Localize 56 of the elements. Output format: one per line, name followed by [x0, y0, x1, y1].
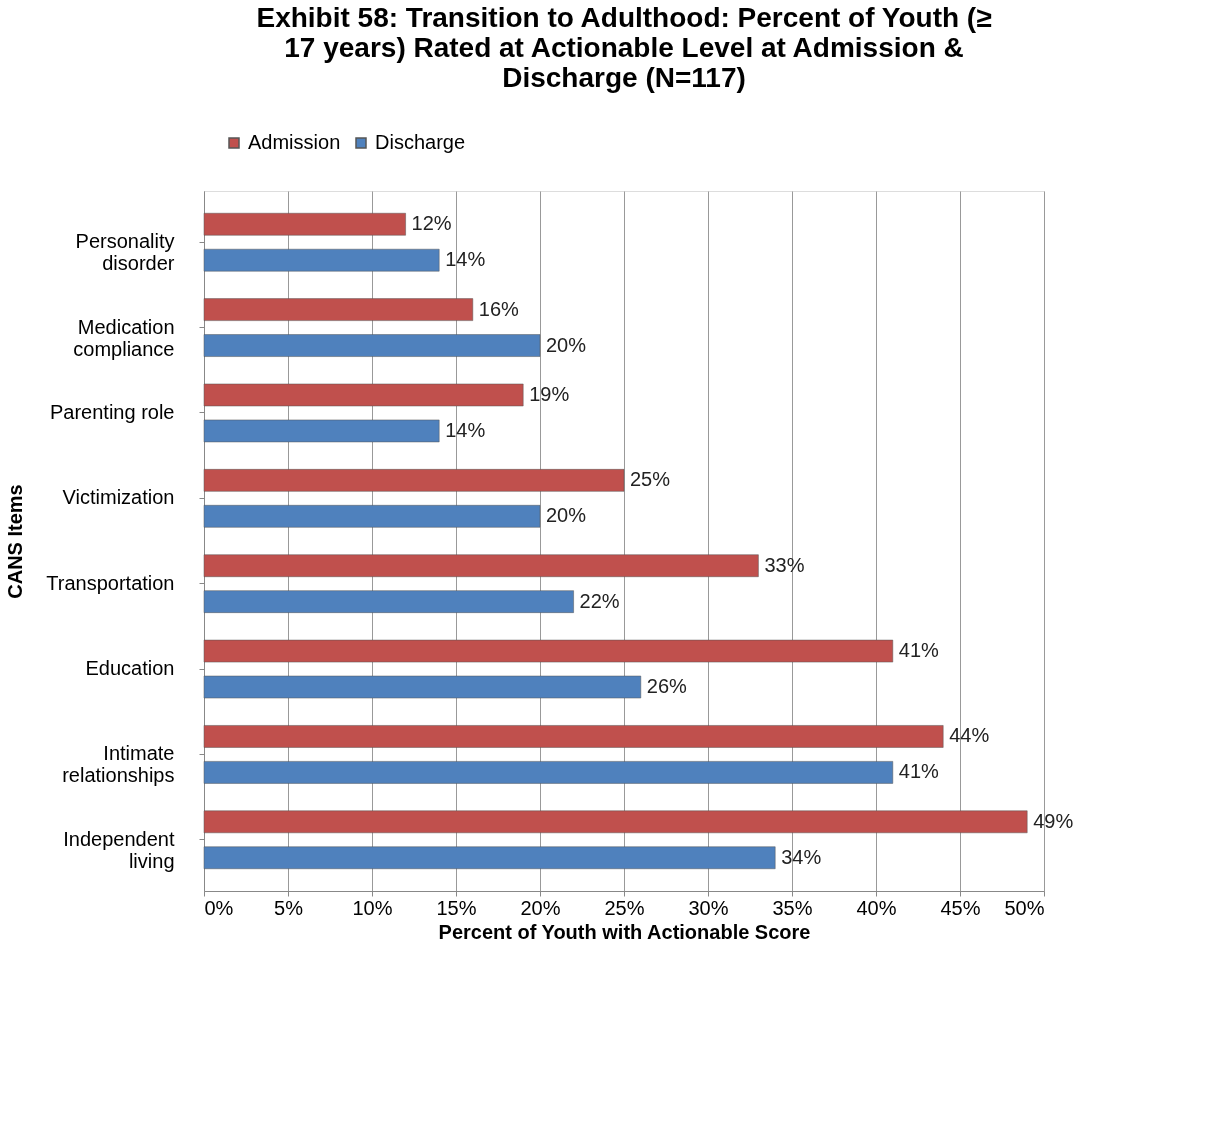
data-label: 14%: [445, 248, 486, 271]
bar: [203, 383, 524, 407]
bar: [203, 554, 759, 577]
data-label: 41%: [898, 639, 940, 662]
data-label: 44%: [949, 724, 990, 747]
x-tick-label: 50%: [1004, 896, 1045, 919]
y-tick-label: Independent living: [63, 827, 175, 872]
x-axis-title: Percent of Youth with Actionable Score: [438, 920, 811, 943]
bar: [203, 334, 541, 357]
legend-label: Discharge: [375, 131, 466, 153]
bar: [203, 846, 776, 869]
data-label: 20%: [546, 504, 587, 527]
x-tick-label: 5%: [274, 896, 304, 919]
data-label: 34%: [781, 845, 822, 868]
bar: [203, 639, 894, 663]
data-label: 12%: [411, 212, 452, 235]
data-label: 49%: [1033, 809, 1074, 832]
legend-label: Admission: [248, 131, 341, 153]
x-tick-label: 15%: [436, 896, 477, 919]
bar: [203, 505, 541, 528]
y-axis-title: CANS Items: [4, 484, 27, 599]
x-tick-label: 10%: [352, 896, 393, 919]
bar: [203, 298, 474, 321]
x-tick-label: 45%: [940, 896, 981, 919]
data-label: 14%: [445, 418, 486, 441]
x-tick-label: 25%: [604, 896, 645, 919]
x-tick-label: 35%: [772, 896, 813, 919]
chart-title: Exhibit 58: Transition to Adulthood: Percent of Youth (≥ 17 years) Rated at Actionable Level at Admission & Discharge (N=117): [256, 2, 992, 93]
x-tick-label: 0%: [204, 896, 234, 919]
data-label: 16%: [478, 297, 520, 320]
bar: [203, 213, 406, 236]
y-tick-label: Education: [85, 657, 175, 680]
bar: [203, 675, 642, 699]
y-tick-label: Transportation: [46, 571, 175, 594]
x-tick-label: 30%: [688, 896, 729, 919]
bar: [203, 810, 1028, 834]
y-tick-label: Personality disorder: [75, 230, 175, 275]
data-label: 22%: [579, 589, 620, 612]
y-tick-label: Intimate relationships: [62, 742, 175, 787]
y-tick-label: Victimization: [62, 486, 175, 509]
data-label: 25%: [630, 468, 671, 491]
bar: [203, 248, 440, 272]
bar: [203, 590, 574, 613]
x-tick-label: 40%: [856, 896, 897, 919]
data-label: 33%: [764, 553, 805, 576]
bar: [203, 761, 894, 784]
bar: [203, 469, 625, 492]
y-tick-label: Medication compliance: [73, 315, 175, 360]
data-label: 41%: [898, 760, 940, 783]
y-tick-label: Parenting role: [49, 400, 175, 423]
bar: [203, 419, 440, 443]
x-tick-label: 20%: [520, 896, 561, 919]
data-label: 19%: [529, 382, 570, 405]
data-label: 20%: [546, 333, 587, 356]
bar: [203, 725, 944, 748]
data-label: 26%: [646, 675, 688, 698]
